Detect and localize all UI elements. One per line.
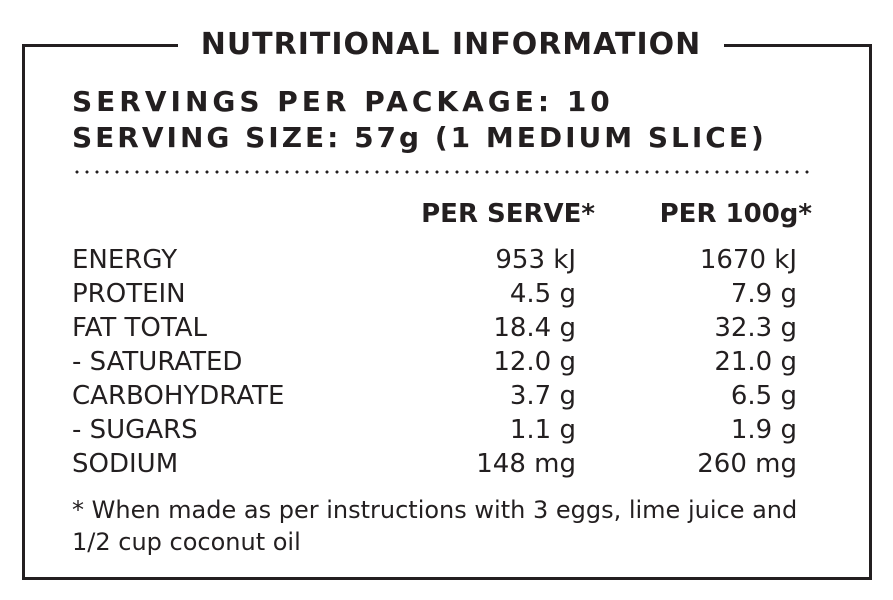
per-serve-value: 1.1 g (509, 415, 576, 445)
nutrient-name: SODIUM (72, 449, 179, 479)
per-serve-value: 3.7 g (509, 381, 576, 411)
serving-size: SERVING SIZE: 57g (1 MEDIUM SLICE) (72, 121, 767, 154)
per-serve-value: 4.5 g (509, 279, 576, 309)
title-container: NUTRITIONAL INFORMATION (178, 22, 724, 68)
per-serve-value: 953 kJ (495, 245, 576, 275)
per-100g-value: 1670 kJ (699, 245, 797, 275)
servings-per-package: SERVINGS PER PACKAGE: 10 (72, 85, 614, 118)
nutrient-name: - SATURATED (72, 347, 243, 377)
table-row: - SUGARS 1.1 g 1.9 g (72, 413, 812, 447)
per-serve-value: 18.4 g (493, 313, 576, 343)
table-row: CARBOHYDRATE 3.7 g 6.5 g (72, 379, 812, 413)
column-header-per-serve: PER SERVE* (421, 199, 595, 229)
nutrient-name: ENERGY (72, 245, 178, 275)
nutrient-table: ENERGY 953 kJ 1670 kJ PROTEIN 4.5 g 7.9 … (72, 243, 812, 481)
table-row: - SATURATED 12.0 g 21.0 g (72, 345, 812, 379)
nutrient-name: FAT TOTAL (72, 313, 207, 343)
nutrient-name: - SUGARS (72, 415, 198, 445)
dotted-divider (72, 170, 814, 174)
per-100g-value: 7.9 g (730, 279, 797, 309)
nutrient-name: PROTEIN (72, 279, 186, 309)
per-100g-value: 260 mg (697, 449, 797, 479)
footnote: * When made as per instructions with 3 e… (72, 496, 798, 556)
table-row: SODIUM 148 mg 260 mg (72, 447, 812, 481)
per-serve-value: 12.0 g (493, 347, 576, 377)
per-100g-value: 21.0 g (714, 347, 797, 377)
column-header-per-100g: PER 100g* (659, 199, 812, 229)
table-row: ENERGY 953 kJ 1670 kJ (72, 243, 812, 277)
per-100g-value: 1.9 g (730, 415, 797, 445)
panel-title: NUTRITIONAL INFORMATION (200, 27, 702, 62)
per-100g-value: 32.3 g (714, 313, 797, 343)
table-row: FAT TOTAL 18.4 g 32.3 g (72, 311, 812, 345)
per-100g-value: 6.5 g (730, 381, 797, 411)
nutrient-name: CARBOHYDRATE (72, 381, 285, 411)
table-row: PROTEIN 4.5 g 7.9 g (72, 277, 812, 311)
per-serve-value: 148 mg (476, 449, 576, 479)
